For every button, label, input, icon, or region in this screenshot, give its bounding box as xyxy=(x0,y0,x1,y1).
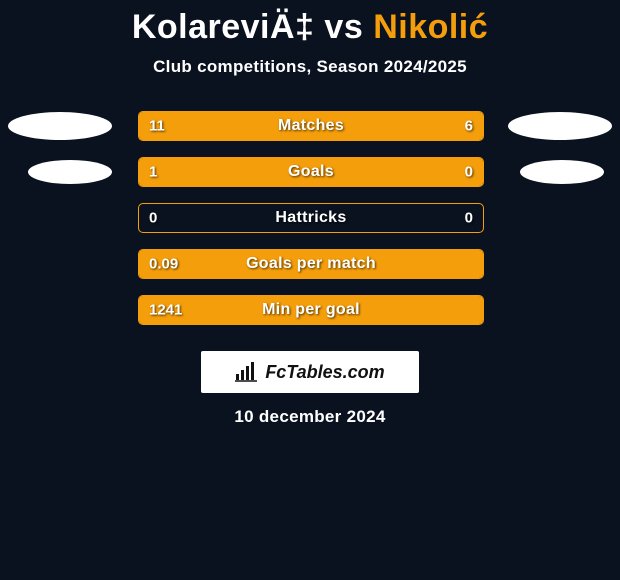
stat-row: 10Goals xyxy=(0,149,620,195)
stat-bar-track: 00Hattricks xyxy=(138,203,484,233)
comparison-bars: 116Matches 10Goals 00Hattricks 0.09Goals pe… xyxy=(0,103,620,333)
player2-indicator-ellipse xyxy=(508,112,612,140)
date-text: 10 december 2024 xyxy=(0,407,620,427)
stat-row: 1241Min per goal xyxy=(0,287,620,333)
stat-label: Hattricks xyxy=(139,209,483,227)
subtitle: Club competitions, Season 2024/2025 xyxy=(0,57,620,77)
stat-label: Goals xyxy=(139,163,483,181)
stat-row: 0.09Goals per match xyxy=(0,241,620,287)
stat-row: 00Hattricks xyxy=(0,195,620,241)
player2-name: Nikolić xyxy=(373,8,488,46)
stats-comparison-card: KolareviÄ‡ vs Nikolić Club competitions,… xyxy=(0,0,620,580)
stat-label: Matches xyxy=(139,117,483,135)
stat-label: Goals per match xyxy=(139,255,483,273)
stat-label: Min per goal xyxy=(139,301,483,319)
stat-bar-track: 116Matches xyxy=(138,111,484,141)
player1-name: KolareviÄ‡ xyxy=(132,8,315,46)
stat-bar-track: 0.09Goals per match xyxy=(138,249,484,279)
logo-text: FcTables.com xyxy=(265,362,384,383)
player1-indicator-ellipse xyxy=(8,112,112,140)
logo-box: FcTables.com xyxy=(201,351,419,393)
page-title: KolareviÄ‡ vs Nikolić xyxy=(0,0,620,47)
stat-bar-track: 1241Min per goal xyxy=(138,295,484,325)
vs-text: vs xyxy=(324,8,363,46)
player1-indicator-ellipse xyxy=(28,160,112,184)
player2-indicator-ellipse xyxy=(520,160,604,184)
bar-chart-icon xyxy=(235,362,259,382)
stat-bar-track: 10Goals xyxy=(138,157,484,187)
stat-row: 116Matches xyxy=(0,103,620,149)
